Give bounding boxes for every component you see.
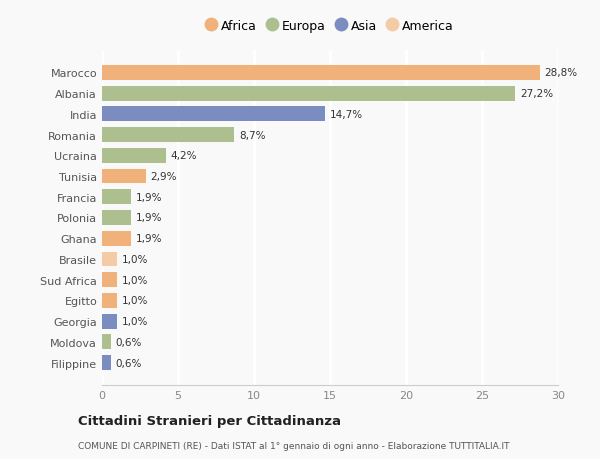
- Text: 0,6%: 0,6%: [116, 337, 142, 347]
- Text: Cittadini Stranieri per Cittadinanza: Cittadini Stranieri per Cittadinanza: [78, 414, 341, 427]
- Text: 1,9%: 1,9%: [136, 192, 162, 202]
- Text: 28,8%: 28,8%: [544, 68, 577, 78]
- Text: 1,0%: 1,0%: [122, 296, 148, 306]
- Bar: [102, 149, 166, 163]
- Text: 27,2%: 27,2%: [520, 89, 553, 99]
- Text: 0,6%: 0,6%: [116, 358, 142, 368]
- Bar: [102, 273, 117, 287]
- Bar: [102, 293, 117, 308]
- Text: COMUNE DI CARPINETI (RE) - Dati ISTAT al 1° gennaio di ogni anno - Elaborazione : COMUNE DI CARPINETI (RE) - Dati ISTAT al…: [78, 441, 509, 450]
- Text: 1,0%: 1,0%: [122, 275, 148, 285]
- Text: 4,2%: 4,2%: [170, 151, 197, 161]
- Bar: [102, 252, 117, 267]
- Bar: [102, 66, 540, 81]
- Text: 1,0%: 1,0%: [122, 317, 148, 326]
- Bar: [102, 314, 117, 329]
- Bar: [102, 211, 131, 225]
- Bar: [102, 169, 146, 184]
- Bar: [102, 355, 111, 370]
- Text: 1,9%: 1,9%: [136, 234, 162, 244]
- Text: 8,7%: 8,7%: [239, 130, 265, 140]
- Bar: [102, 86, 515, 101]
- Bar: [102, 107, 325, 122]
- Bar: [102, 231, 131, 246]
- Bar: [102, 128, 234, 143]
- Bar: [102, 190, 131, 205]
- Text: 1,9%: 1,9%: [136, 213, 162, 223]
- Legend: Africa, Europa, Asia, America: Africa, Europa, Asia, America: [202, 17, 458, 37]
- Text: 14,7%: 14,7%: [330, 110, 363, 119]
- Text: 1,0%: 1,0%: [122, 254, 148, 264]
- Text: 2,9%: 2,9%: [151, 172, 177, 182]
- Bar: [102, 335, 111, 350]
